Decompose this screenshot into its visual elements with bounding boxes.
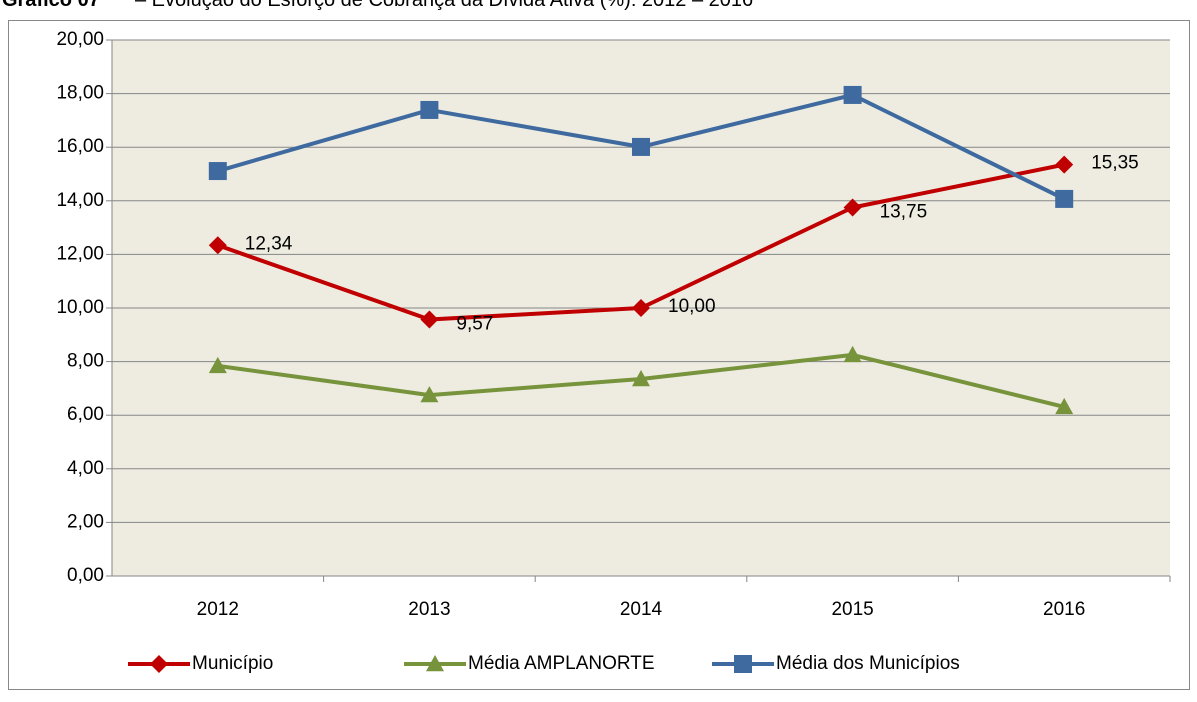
y-tick-label: 16,00 (56, 136, 104, 157)
y-tick-label: 6,00 (67, 404, 104, 425)
y-tick-label: 12,00 (56, 243, 104, 264)
data-label: 10,00 (668, 296, 716, 317)
data-point (1055, 397, 1074, 415)
data-point (632, 299, 650, 317)
data-point (843, 345, 862, 363)
y-tick-label: 20,00 (56, 29, 104, 50)
data-point (843, 85, 862, 104)
chart-title: – Evolução do Esforço de Cobrança da Dív… (135, 0, 753, 11)
legend-marker (150, 655, 168, 673)
data-point (420, 100, 439, 119)
data-point (420, 386, 439, 403)
data-point (632, 370, 650, 387)
y-tick-label: 4,00 (67, 458, 104, 479)
chart-title-label: Gráfico 07 (2, 0, 100, 11)
x-tick-label: 2012 (197, 599, 239, 620)
legend-label: Média AMPLANORTE (468, 653, 655, 674)
data-label: 12,34 (245, 233, 293, 254)
x-tick-label: 2013 (408, 599, 450, 620)
data-point (208, 356, 227, 374)
legend-label: Média dos Municípios (776, 653, 960, 674)
data-label: 15,35 (1091, 153, 1139, 174)
data-point (1055, 189, 1074, 208)
data-label: 13,75 (880, 202, 928, 223)
x-tick-label: 2016 (1043, 599, 1085, 620)
legend-marker (734, 655, 752, 673)
y-tick-label: 2,00 (67, 511, 104, 532)
y-tick-label: 18,00 (56, 83, 104, 104)
data-label: 9,57 (456, 314, 493, 335)
data-point (843, 198, 862, 217)
data-point (208, 236, 227, 255)
y-tick-label: 0,00 (67, 565, 104, 586)
x-tick-label: 2014 (620, 599, 663, 620)
y-tick-label: 10,00 (56, 297, 104, 318)
y-tick-label: 8,00 (67, 351, 104, 372)
data-point (1055, 155, 1074, 174)
data-point (208, 162, 227, 181)
y-tick-label: 14,00 (56, 190, 104, 211)
legend-marker (426, 655, 444, 672)
data-point (632, 137, 650, 156)
data-point (420, 310, 439, 329)
legend-label: Município (192, 653, 273, 674)
x-tick-label: 2015 (831, 599, 873, 620)
